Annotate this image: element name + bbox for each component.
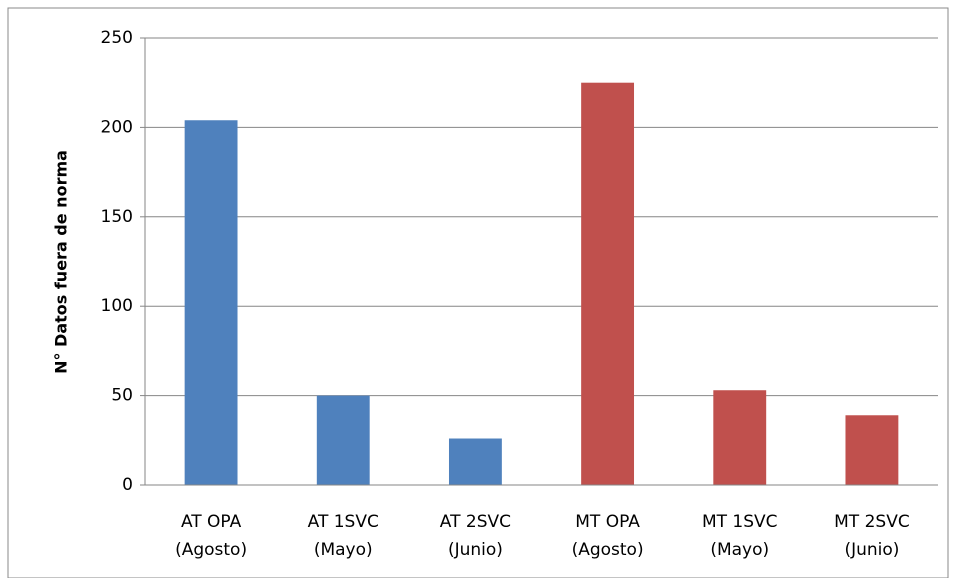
x-tick-label: (Mayo) xyxy=(314,540,373,560)
bar xyxy=(581,82,635,485)
bar xyxy=(316,395,370,485)
bar xyxy=(845,415,899,485)
x-tick-label: AT OPA xyxy=(181,512,242,532)
y-tick-label: 50 xyxy=(111,386,133,406)
x-tick-label: MT OPA xyxy=(575,512,640,532)
bar xyxy=(448,438,502,485)
y-tick-label: 100 xyxy=(101,296,133,316)
chart-frame xyxy=(7,7,949,578)
y-tick-label: 150 xyxy=(101,207,133,227)
x-tick-label: (Junio) xyxy=(448,540,503,560)
bar xyxy=(184,120,238,486)
x-tick-label: MT 2SVC xyxy=(834,512,910,532)
x-tick-label: (Agosto) xyxy=(572,540,644,560)
x-tick-label: (Mayo) xyxy=(710,540,769,560)
y-tick-label: 250 xyxy=(101,28,133,48)
x-tick-label: (Agosto) xyxy=(175,540,247,560)
y-tick-label: 200 xyxy=(101,117,133,137)
x-tick-label: (Junio) xyxy=(844,540,899,560)
bar xyxy=(713,390,767,485)
x-tick-label: AT 1SVC xyxy=(308,512,379,532)
x-tick-label: AT 2SVC xyxy=(440,512,511,532)
x-tick-label: MT 1SVC xyxy=(702,512,778,532)
y-tick-label: 0 xyxy=(122,475,133,495)
y-axis-label: N° Datos fuera de norma xyxy=(52,150,71,374)
